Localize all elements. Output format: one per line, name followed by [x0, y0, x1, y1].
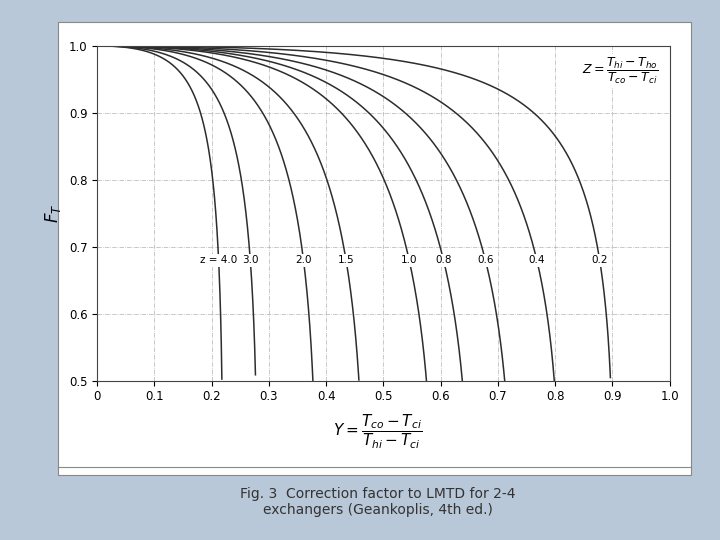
Text: 0.8: 0.8: [436, 255, 452, 265]
Y-axis label: $F_T$: $F_T$: [43, 204, 63, 223]
Text: z = 4.0: z = 4.0: [200, 255, 238, 265]
Text: $Z = \dfrac{T_{hi} - T_{ho}}{T_{co} - T_{ci}}$: $Z = \dfrac{T_{hi} - T_{ho}}{T_{co} - T_…: [582, 56, 658, 86]
Text: 2.0: 2.0: [295, 255, 312, 265]
Text: Fig. 3  Correction factor to LMTD for 2-4
exchangers (Geankoplis, 4th ed.): Fig. 3 Correction factor to LMTD for 2-4…: [240, 487, 516, 517]
Text: 0.6: 0.6: [477, 255, 494, 265]
Text: 1.5: 1.5: [338, 255, 354, 265]
Text: 0.2: 0.2: [591, 255, 608, 265]
Text: 1.0: 1.0: [401, 255, 418, 265]
Text: 3.0: 3.0: [242, 255, 258, 265]
Text: 0.4: 0.4: [528, 255, 545, 265]
Text: $Y = \dfrac{T_{co} - T_{ci}}{T_{hi} - T_{ci}}$: $Y = \dfrac{T_{co} - T_{ci}}{T_{hi} - T_…: [333, 413, 423, 451]
